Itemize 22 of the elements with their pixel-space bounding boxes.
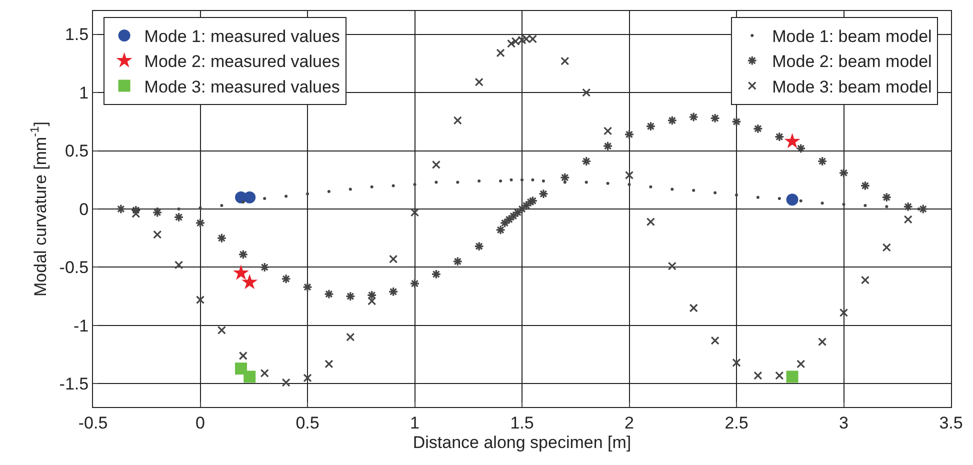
legend-label: Mode 2: beam model: [772, 52, 932, 72]
x-tick-label: 3: [839, 413, 848, 432]
y-tick-label: 1: [79, 83, 89, 102]
legend-label: Mode 1: measured values: [144, 27, 340, 46]
y-tick-label: 1.5: [64, 25, 89, 44]
x-tick-label: 0.5: [296, 413, 320, 432]
x-tick-label: 2.5: [724, 413, 748, 432]
legend-label: Mode 2: measured values: [144, 52, 340, 72]
y-tick-label: 0.5: [64, 142, 89, 161]
y-tick-label: -1.5: [59, 374, 89, 394]
x-tick-label: 2: [624, 413, 634, 432]
legend-label: Mode 3: measured values: [144, 77, 340, 96]
x-tick-label: 0: [196, 413, 205, 432]
y-tick-label: -1: [73, 316, 89, 336]
legend-label: Mode 1: beam model: [772, 27, 932, 46]
y-tick-label: -0.5: [59, 258, 89, 278]
x-tick-label: 1.5: [510, 413, 534, 432]
y-tick-label: 0: [79, 200, 89, 219]
legend-label: Mode 3: beam model: [772, 77, 932, 96]
x-axis-title: Distance along specimen [m]: [412, 432, 632, 452]
x-tick-label: 3.5: [939, 413, 963, 432]
x-tick-label: 1: [410, 413, 420, 432]
